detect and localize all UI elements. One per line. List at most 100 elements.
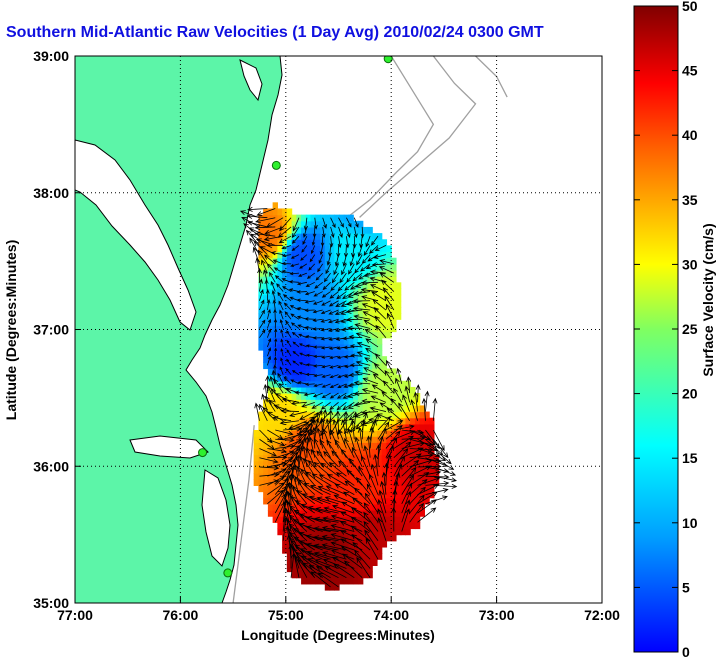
current-vector [336, 245, 341, 258]
speed-cell [310, 405, 316, 413]
speed-cell [339, 417, 345, 425]
speed-cell [414, 473, 421, 480]
current-vector [305, 525, 331, 532]
speed-cell [277, 245, 283, 253]
speed-cell [305, 516, 312, 523]
speed-cell [310, 553, 316, 560]
speed-cell [310, 214, 316, 222]
speed-cell [258, 220, 264, 228]
speed-cell [267, 325, 274, 333]
colorbar-tick-label: 45 [682, 63, 698, 79]
current-vector [288, 523, 308, 542]
speed-cell [414, 448, 421, 456]
speed-cell [334, 479, 340, 486]
current-vector [334, 439, 347, 458]
current-vector [292, 486, 308, 505]
speed-cell [376, 313, 383, 320]
current-vector [259, 329, 266, 338]
speed-cell [258, 226, 264, 234]
speed-cell [286, 399, 293, 406]
current-vector [272, 259, 284, 265]
speed-cell [348, 485, 354, 493]
speed-cell [348, 313, 354, 320]
speed-cell [320, 540, 326, 548]
speed-cell [376, 288, 383, 296]
current-vector [314, 559, 339, 569]
current-vector [401, 466, 417, 486]
speed-cell [376, 485, 383, 493]
speed-cell [324, 559, 331, 566]
speed-cell [301, 263, 307, 271]
colorbar-tick-label: 30 [682, 256, 698, 272]
current-vector [300, 503, 323, 514]
speed-cell [310, 313, 316, 320]
speed-cell [357, 417, 364, 425]
current-vector [281, 245, 292, 250]
speed-cell [410, 411, 416, 419]
speed-cell [301, 319, 307, 326]
x-axis-label: Longitude (Degrees:Minutes) [241, 627, 435, 643]
speed-cell [272, 417, 278, 425]
speed-cell [282, 288, 288, 296]
speed-cell [339, 393, 345, 400]
speed-cell [405, 448, 411, 456]
speed-cell [362, 454, 369, 462]
speed-cell [410, 399, 416, 406]
speed-cell [305, 497, 312, 505]
speed-cell [320, 571, 326, 579]
speed-cell [329, 276, 335, 283]
speed-cell [400, 399, 407, 406]
speed-cell [324, 294, 331, 302]
speed-cell [301, 294, 307, 302]
speed-cell [391, 430, 397, 437]
speed-cell [315, 239, 321, 246]
speed-cell [291, 454, 297, 462]
speed-cell [258, 411, 264, 419]
speed-cell [291, 331, 297, 339]
speed-cell [343, 226, 350, 234]
chart-title: Southern Mid-Atlantic Raw Velocities (1 … [6, 24, 544, 41]
speed-cell [386, 516, 392, 523]
speed-cell [315, 233, 321, 240]
speed-cell [343, 546, 350, 554]
speed-cell [315, 356, 321, 363]
speed-cell [324, 337, 331, 345]
speed-cell [320, 313, 326, 320]
speed-cell [353, 491, 359, 499]
speed-cell [362, 546, 369, 554]
speed-cell [277, 423, 283, 431]
speed-cell [348, 553, 354, 560]
speed-cell [372, 460, 378, 468]
speed-cell [410, 454, 416, 462]
speed-cell [286, 516, 293, 523]
speed-cell [372, 497, 378, 505]
current-vector [288, 280, 300, 284]
current-vector [312, 226, 317, 238]
speed-cell [324, 393, 331, 400]
current-vector [373, 453, 379, 477]
speed-cell [410, 491, 416, 499]
speed-cell [400, 503, 407, 511]
current-vector [354, 549, 371, 569]
speed-cell [391, 528, 397, 536]
speed-cell [353, 380, 359, 388]
speed-cell [381, 325, 388, 333]
speed-cell [277, 343, 283, 351]
current-vector [348, 263, 355, 275]
current-vector [356, 556, 371, 578]
speed-cell [291, 257, 297, 265]
speed-cell [263, 251, 269, 259]
speed-cell [329, 251, 335, 259]
speed-cell [263, 263, 269, 271]
current-vector [360, 455, 371, 477]
current-vector [381, 471, 387, 495]
speed-cell [381, 534, 388, 542]
current-vector [322, 282, 331, 291]
speed-cell [414, 399, 421, 406]
speed-cell [324, 245, 331, 253]
speed-cell [391, 294, 397, 302]
current-vector [413, 391, 419, 412]
speed-cell [405, 417, 411, 425]
speed-cell [315, 288, 321, 296]
speed-cell [291, 393, 297, 400]
